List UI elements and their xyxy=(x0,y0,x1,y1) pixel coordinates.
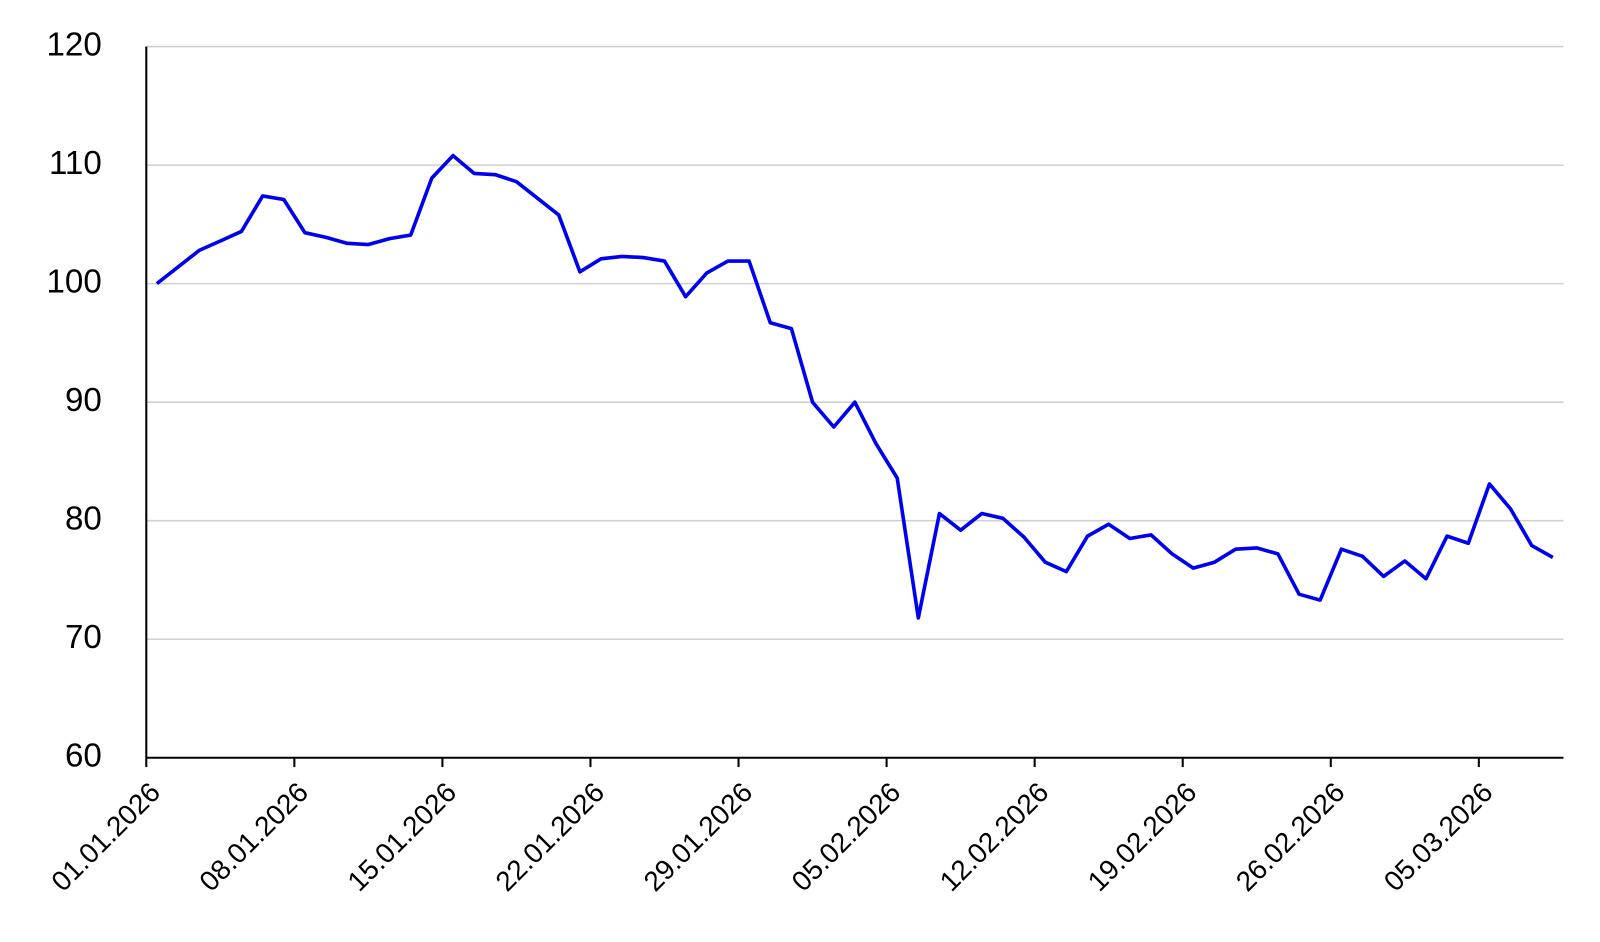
y-tick-label: 60 xyxy=(65,737,102,774)
x-tick-label: 01.01.2026 xyxy=(45,776,166,897)
x-tick-label: 15.01.2026 xyxy=(341,776,462,897)
x-tick-label: 22.01.2026 xyxy=(489,776,610,897)
x-tick-label: 26.02.2026 xyxy=(1230,776,1351,897)
y-tick-label: 110 xyxy=(49,145,102,182)
y-tick-label: 120 xyxy=(47,26,102,63)
y-tick-label: 70 xyxy=(65,619,102,656)
y-tick-label: 90 xyxy=(65,382,102,419)
x-tick-label: 08.01.2026 xyxy=(193,776,314,897)
x-tick-label: 12.02.2026 xyxy=(934,776,1055,897)
x-tick-label: 19.02.2026 xyxy=(1082,776,1203,897)
x-tick-label: 29.01.2026 xyxy=(638,776,759,897)
y-tick-label: 80 xyxy=(65,500,102,537)
x-tick-label: 05.02.2026 xyxy=(786,776,907,897)
x-tick-label: 05.03.2026 xyxy=(1378,776,1499,897)
y-tick-label: 100 xyxy=(47,263,102,300)
line-series xyxy=(155,153,1554,620)
